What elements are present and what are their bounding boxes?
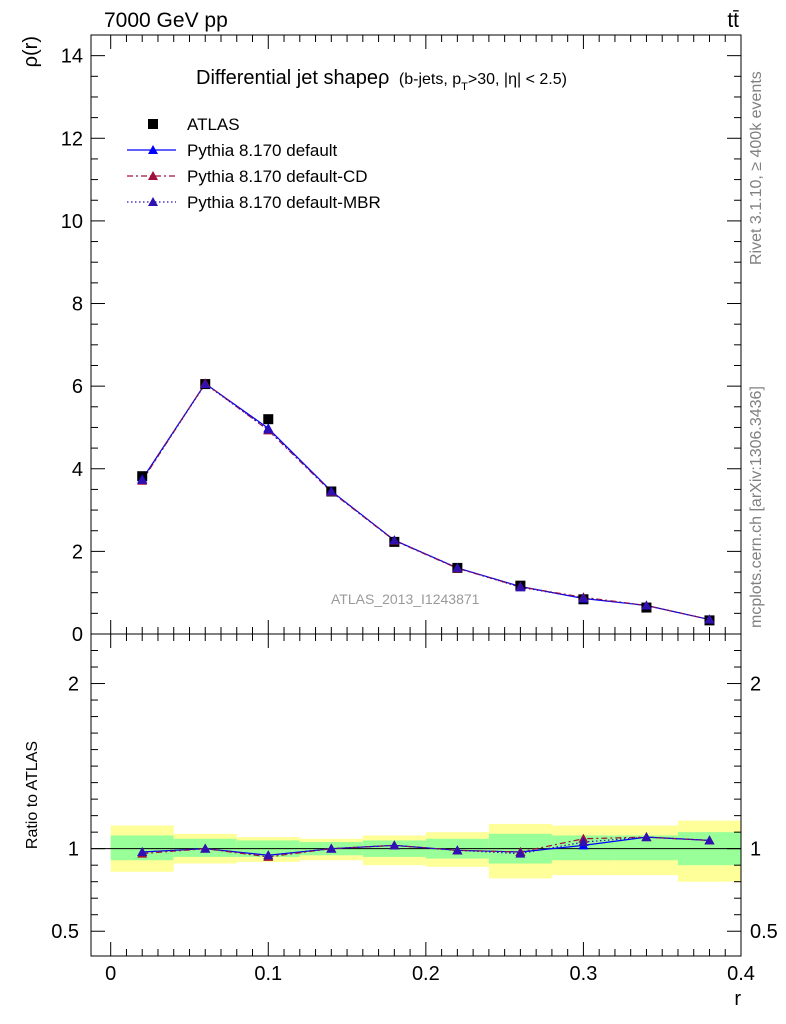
x-axis-label: r [734, 988, 741, 1010]
main-panel: 0 2 4 6 8 10 12 14 ρ(r) Differential jet shapeρ… [20, 34, 742, 646]
ratio-point-2 [704, 835, 715, 845]
process-label: tt̄ [727, 9, 739, 32]
main-y-tick-label: 12 [61, 128, 83, 150]
legend-marker [148, 197, 158, 206]
x-tick-label: 0.3 [570, 963, 598, 985]
main-y-tick-label: 2 [72, 541, 83, 563]
ratio-y-tick-label: 0.5 [51, 921, 79, 943]
ratio-point-2 [578, 837, 589, 847]
legend: ATLAS Pythia 8.170 default Pythia 8.170 de… [127, 115, 381, 212]
x-tick-label: 0.4 [727, 963, 755, 985]
chart-title-sub-sub: T [461, 81, 468, 93]
series-point-3 [389, 535, 400, 545]
ratio-point-2 [263, 850, 274, 860]
chart-title: Differential jet shapeρ (b-jets, pT>30, … [196, 67, 567, 93]
ratio-panel: 0.5 0.51 12 2 0 0.1 0.2 0.3 0.4 Ratio to ATLAS … [24, 633, 778, 1010]
series-point-3 [263, 424, 274, 434]
main-y-label: ρ(r) [20, 36, 42, 67]
legend-label: Pythia 8.170 default-CD [187, 167, 368, 186]
series-point-3 [326, 486, 337, 496]
ratio-y-tick-label-right: 2 [750, 674, 761, 696]
ratio-point-2 [389, 840, 400, 850]
legend-marker-atlas [148, 119, 158, 129]
main-series [137, 378, 715, 626]
series-line-2 [141, 382, 710, 621]
ratio-y-tick-label: 2 [68, 674, 79, 696]
ratio-y-label: Ratio to ATLAS [24, 741, 41, 849]
ratio-line-2 [142, 836, 710, 856]
series-point-3 [641, 600, 652, 610]
series-line-1 [141, 382, 710, 621]
ratio-point-2 [641, 832, 652, 842]
rivet-label: Rivet 3.1.10, ≥ 400k events [748, 71, 765, 265]
main-y-tick-label: 4 [72, 459, 83, 481]
ratio-point-2 [452, 845, 463, 855]
chart-title-main: Differential jet shapeρ [196, 67, 389, 89]
ratio-point-2 [200, 843, 211, 853]
ratio-y-axis: 0.5 0.5 1 1 2 2 [51, 650, 778, 943]
ratio-frame [90, 633, 742, 957]
legend-label: ATLAS [187, 115, 240, 134]
series-point-3 [578, 593, 589, 603]
ratio-point-2 [515, 848, 526, 858]
series-point-3 [515, 582, 526, 592]
main-y-tick-label: 0 [72, 624, 83, 646]
legend-marker [148, 171, 158, 180]
series-point-3 [137, 474, 148, 484]
chart-title-sub-b: >30, |η| < 2.5) [468, 71, 567, 88]
series-point-3 [200, 379, 211, 389]
x-tick-label: 0.2 [412, 963, 440, 985]
analysis-watermark: ATLAS_2013_I1243871 [331, 591, 480, 607]
x-tick-label: 0.1 [254, 963, 282, 985]
ratio-point-2 [137, 846, 148, 856]
mcplots-label: mcplots.cern.ch [arXiv:1306.3436] [748, 386, 765, 628]
chart-title-sub-a: (b-jets, p [399, 71, 461, 88]
ratio-x-axis: 0 0.1 0.2 0.3 0.4 [105, 634, 755, 985]
series-point-3 [452, 562, 463, 572]
main-y-tick-label: 14 [61, 46, 83, 68]
ratio-point-2 [326, 843, 337, 853]
ratio-y-tick-label-right: 1 [750, 839, 761, 861]
ratio-y-tick-label: 1 [68, 839, 79, 861]
main-x-ticks [110, 35, 742, 634]
atlas-point [263, 414, 274, 425]
legend-label: Pythia 8.170 default [187, 141, 338, 160]
main-y-tick-label: 10 [61, 211, 83, 233]
main-y-axis: 0 2 4 6 8 10 12 14 [61, 46, 741, 646]
ratio-series [137, 832, 715, 861]
legend-marker [148, 145, 158, 154]
main-y-tick-label: 6 [72, 376, 83, 398]
main-y-tick-label: 8 [72, 294, 83, 316]
x-tick-label: 0 [105, 963, 116, 985]
ratio-y-tick-label-right: 0.5 [750, 921, 778, 943]
series-line-3 [141, 383, 710, 621]
energy-label: 7000 GeV pp [104, 9, 228, 32]
legend-label: Pythia 8.170 default-MBR [187, 193, 381, 212]
series-point-3 [704, 614, 715, 624]
